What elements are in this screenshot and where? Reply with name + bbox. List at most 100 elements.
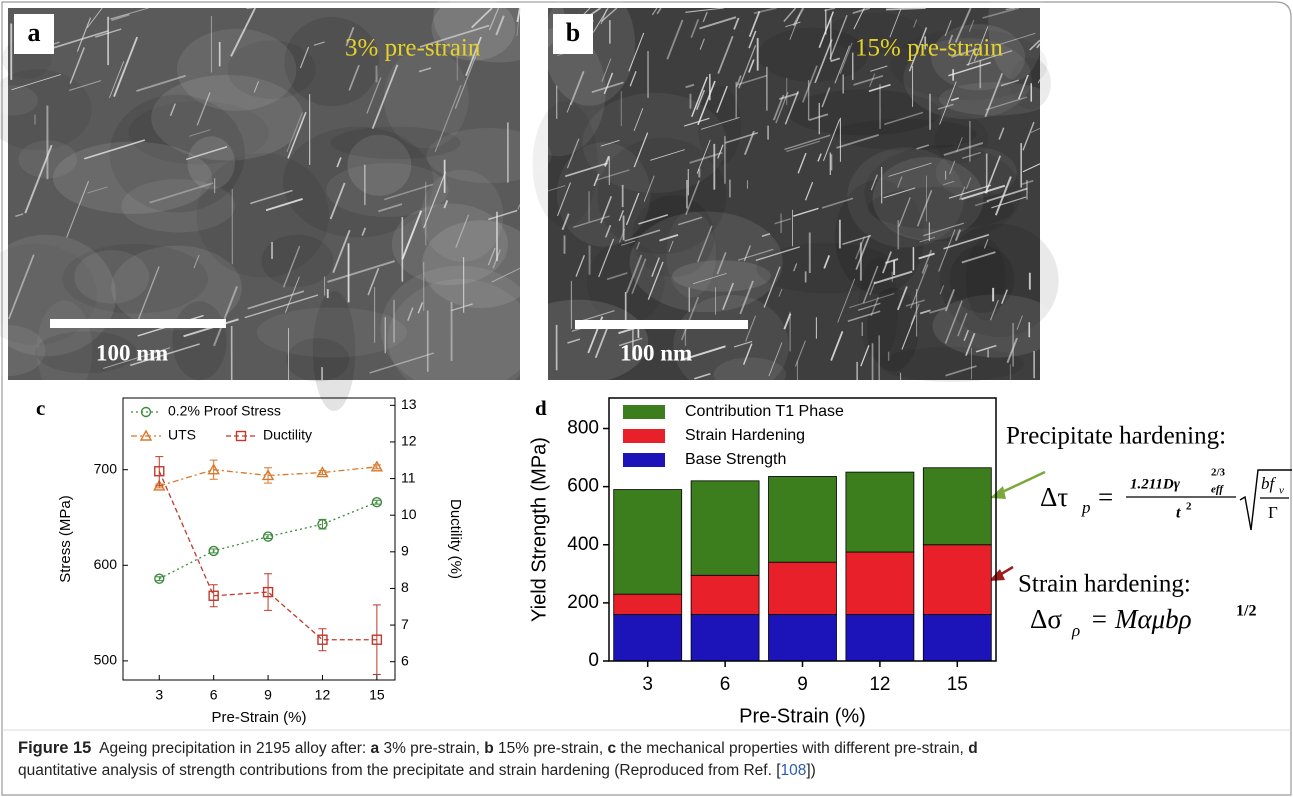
formula-title: Precipitate hardening:	[1006, 423, 1226, 450]
formula-sub: ρ	[1071, 621, 1080, 640]
legend-marker	[235, 430, 247, 442]
bar-segment	[613, 614, 683, 662]
bar-segment	[690, 480, 760, 576]
bar-segment	[613, 593, 683, 615]
precipitate-streak	[253, 81, 259, 93]
series-line	[158, 501, 378, 580]
error-bar	[372, 499, 381, 505]
precipitate-streak	[739, 280, 754, 315]
precipitate-streak	[282, 245, 301, 288]
precipitate-streak	[960, 184, 1006, 201]
x-tick-label: 9	[797, 674, 808, 695]
precipitate-streak	[738, 45, 757, 89]
precipitate-streak	[1022, 121, 1035, 151]
precipitate-streak	[651, 7, 658, 16]
caption-line: quantitative analysis of strength contri…	[18, 762, 816, 779]
precipitate-streak	[625, 254, 643, 294]
precipitate-streak	[685, 180, 700, 215]
micrograph-mottle	[532, 101, 598, 227]
legend-label: Strain Hardening	[685, 427, 805, 444]
precipitate-streak	[885, 7, 926, 11]
precipitate-streak	[604, 224, 612, 238]
root-numerator: bf	[1261, 474, 1277, 493]
micrograph-mottle	[18, 140, 78, 179]
precipitate-streak	[997, 32, 1036, 46]
micrograph-mottle	[227, 40, 316, 99]
precipitate-streak	[994, 176, 1012, 216]
legend-label: Contribution T1 Phase	[685, 403, 844, 420]
precipitate-streak	[735, 75, 742, 88]
precipitate-streak	[329, 182, 346, 220]
precipitate-streak	[870, 296, 880, 317]
caption-text: 3% pre-strain,	[379, 740, 484, 757]
legend-label: Base Strength	[685, 451, 786, 468]
micrograph-mottle	[187, 136, 235, 190]
data-point	[207, 463, 220, 475]
x-tick-label: 6	[210, 687, 218, 703]
precipitate-streak	[149, 182, 214, 204]
micrograph-mottle	[935, 147, 1017, 198]
precipitate-streak	[418, 67, 432, 73]
precipitate-streak	[83, 139, 146, 160]
caption: Figure 15 Ageing precipitation in 2195 a…	[18, 739, 978, 779]
formula-title: Strain hardening:	[1018, 571, 1191, 598]
precipitate-streak	[853, 7, 865, 30]
precipitate-streak	[989, 299, 999, 321]
precipitate-streak	[109, 7, 149, 20]
legend-swatch	[623, 453, 665, 467]
caption-link[interactable]: 108	[781, 762, 807, 779]
precipitate-streak	[862, 265, 879, 304]
precipitate-streak	[185, 146, 228, 161]
precipitate-streak	[901, 314, 916, 350]
micrograph-mottle	[121, 179, 236, 233]
precipitate-streak	[824, 7, 836, 12]
precipitate-streak	[567, 338, 581, 344]
precipitate-streak	[991, 196, 1027, 209]
micrograph-mottle	[864, 144, 1022, 242]
micrograph-mottle	[176, 28, 297, 111]
precipitate-streak	[789, 14, 801, 40]
bar-segment	[922, 614, 992, 662]
data-point	[370, 460, 384, 472]
formula-sup: 2	[1186, 501, 1192, 513]
micrograph-mottle	[383, 47, 469, 149]
precipitate-streak	[287, 112, 307, 159]
caption-text: quantitative analysis of strength contri…	[18, 762, 781, 779]
precipitate-streak	[689, 151, 723, 164]
caption-line: Figure 15 Ageing precipitation in 2195 a…	[18, 739, 978, 757]
series-line	[158, 470, 377, 641]
precipitate-streak	[361, 227, 367, 236]
panel-label: a	[28, 18, 41, 47]
bar-segment	[768, 561, 837, 615]
precipitate-streak	[1006, 337, 1018, 364]
precipitate-streak	[916, 144, 930, 150]
precipitate-streak	[86, 7, 103, 29]
series-line	[159, 466, 377, 487]
precipitate-streak	[606, 272, 628, 281]
precipitate-streak	[103, 347, 171, 369]
precipitate-streak	[336, 157, 342, 168]
precipitate-streak	[618, 337, 643, 347]
precipitate-streak	[884, 111, 924, 126]
precipitate-streak	[797, 152, 807, 174]
micrograph-mottle	[111, 245, 242, 330]
precipitate-streak	[600, 139, 620, 147]
micrograph-mottle	[421, 169, 504, 262]
micrograph-mottle	[629, 211, 783, 313]
precipitate-streak	[196, 92, 211, 126]
precipitate-streak	[918, 252, 935, 260]
precipitate-streak	[962, 151, 982, 159]
precipitate-streak	[885, 258, 899, 264]
precipitate-streak	[488, 209, 518, 221]
precipitate-streak	[348, 64, 360, 91]
precipitate-streak	[1017, 74, 1029, 100]
caption-text: 15% pre-strain,	[494, 740, 608, 757]
precipitate-streak	[943, 180, 955, 186]
precipitate-streak	[968, 19, 975, 32]
precipitate-streak	[690, 19, 700, 38]
precipitate-streak	[213, 286, 239, 347]
precipitate-streak	[755, 246, 800, 262]
precipitate-streak	[134, 266, 160, 328]
micrograph-mottle	[672, 260, 771, 292]
precipitate-streak	[724, 131, 759, 144]
